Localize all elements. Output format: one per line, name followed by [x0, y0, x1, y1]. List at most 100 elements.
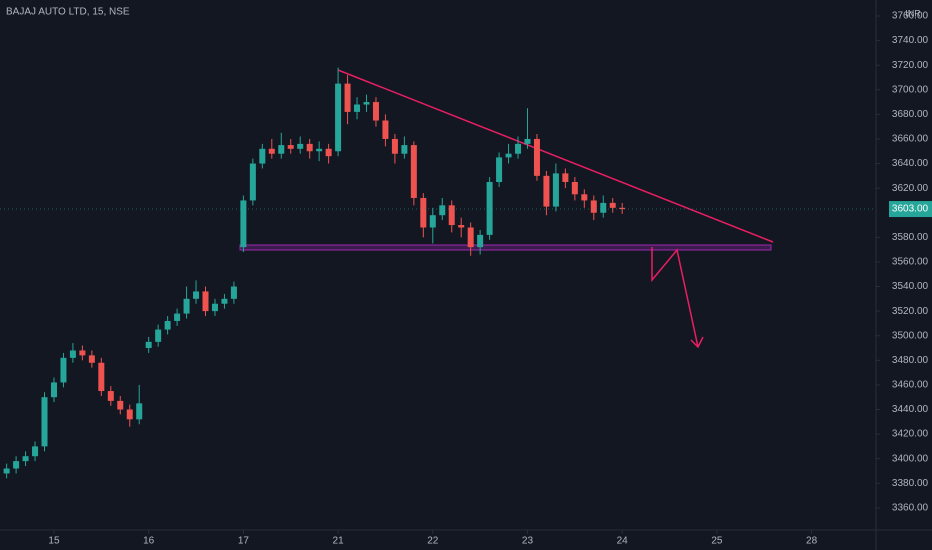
- candle-body: [458, 225, 465, 228]
- candle-body: [571, 181, 578, 195]
- candle-body: [211, 303, 218, 312]
- candle-body: [410, 145, 417, 198]
- y-tick-label: 3460.00: [892, 380, 929, 391]
- candle-body: [107, 391, 114, 401]
- arrow-head: [690, 336, 704, 349]
- x-tick-label: 21: [333, 536, 345, 547]
- y-tick-label: 3660.00: [892, 134, 929, 145]
- candle-body: [609, 202, 616, 208]
- candle-body: [79, 350, 86, 356]
- candle-body: [581, 194, 588, 201]
- drawings: [239, 69, 774, 349]
- candle-body: [145, 341, 152, 349]
- x-tick-label: 24: [617, 536, 629, 547]
- candle-body: [619, 207, 626, 210]
- candle-body: [268, 148, 275, 154]
- candle-body: [69, 350, 76, 358]
- candle-body: [325, 148, 332, 157]
- candle-body: [60, 357, 67, 383]
- currency-label: INR: [905, 8, 921, 18]
- candles: [3, 67, 626, 479]
- candle-body: [287, 145, 294, 149]
- candle-body: [467, 227, 474, 248]
- x-tick-label: 22: [427, 536, 439, 547]
- y-tick-label: 3760.00: [892, 11, 929, 22]
- price-tag: 3603.00: [892, 204, 929, 215]
- candle-body: [32, 446, 39, 457]
- y-tick-label: 3620.00: [892, 183, 929, 194]
- candle-body: [88, 355, 95, 363]
- candle-body: [278, 145, 285, 154]
- candle-body: [316, 148, 323, 152]
- candle-body: [524, 138, 531, 144]
- candle-body: [590, 200, 597, 213]
- y-tick-label: 3740.00: [892, 35, 929, 46]
- candle-body: [448, 205, 455, 226]
- candle-body: [98, 362, 105, 392]
- candle-body: [486, 181, 493, 235]
- candle-body: [552, 173, 559, 207]
- candle-body: [429, 215, 436, 228]
- y-tick-label: 3440.00: [892, 404, 929, 415]
- candle-body: [306, 143, 313, 152]
- candle-body: [335, 83, 342, 152]
- y-tick-label: 3720.00: [892, 60, 929, 71]
- candle-body: [600, 202, 607, 213]
- candle-body: [382, 120, 389, 139]
- y-tick-label: 3420.00: [892, 429, 929, 440]
- y-tick-label: 3580.00: [892, 232, 929, 243]
- candle-body: [401, 145, 408, 154]
- candle-body: [496, 157, 503, 182]
- candle-body: [230, 286, 237, 299]
- x-tick-label: 16: [143, 536, 155, 547]
- candle-body: [13, 461, 20, 469]
- y-tick-label: 3520.00: [892, 306, 929, 317]
- support-zone: [239, 244, 772, 251]
- candle-body: [174, 313, 181, 321]
- candle-body: [420, 197, 427, 228]
- y-tick-label: 3400.00: [892, 453, 929, 464]
- candle-body: [126, 409, 133, 420]
- candle-body: [439, 205, 446, 216]
- y-tick-label: 3680.00: [892, 109, 929, 120]
- x-tick-label: 23: [522, 536, 534, 547]
- candle-body: [3, 468, 10, 474]
- candle-body: [202, 291, 209, 312]
- candle-body: [354, 104, 361, 112]
- candle-body: [41, 397, 48, 447]
- candle-body: [515, 143, 522, 154]
- x-tick-label: 17: [238, 536, 250, 547]
- candle-body: [117, 400, 124, 410]
- y-tick-label: 3500.00: [892, 330, 929, 341]
- chart-title: BAJAJ AUTO LTD, 15, NSE: [6, 7, 130, 18]
- candle-body: [22, 456, 29, 462]
- y-tick-label: 3380.00: [892, 478, 929, 489]
- candle-body: [391, 138, 398, 154]
- candle-body: [193, 291, 200, 299]
- candle-body: [344, 83, 351, 112]
- candle-body: [543, 175, 550, 207]
- candle-body: [363, 102, 370, 105]
- candle-body: [164, 320, 171, 330]
- candle-body: [562, 173, 569, 182]
- y-tick-label: 3540.00: [892, 281, 929, 292]
- projection-arrow: [651, 247, 699, 348]
- candle-body: [240, 200, 247, 248]
- candle-body: [136, 403, 143, 420]
- candle-body: [183, 298, 190, 314]
- x-tick-label: 15: [48, 536, 60, 547]
- candle-body: [221, 298, 228, 304]
- candle-body: [249, 163, 256, 201]
- y-tick-label: 3360.00: [892, 503, 929, 514]
- y-tick-label: 3700.00: [892, 84, 929, 95]
- y-tick-label: 3480.00: [892, 355, 929, 366]
- candle-body: [533, 138, 540, 176]
- candle-body: [50, 382, 57, 398]
- candle-body: [155, 329, 162, 342]
- candle-body: [372, 102, 379, 121]
- candle-body: [505, 153, 512, 158]
- y-tick-label: 3560.00: [892, 257, 929, 268]
- candle-body: [297, 143, 304, 149]
